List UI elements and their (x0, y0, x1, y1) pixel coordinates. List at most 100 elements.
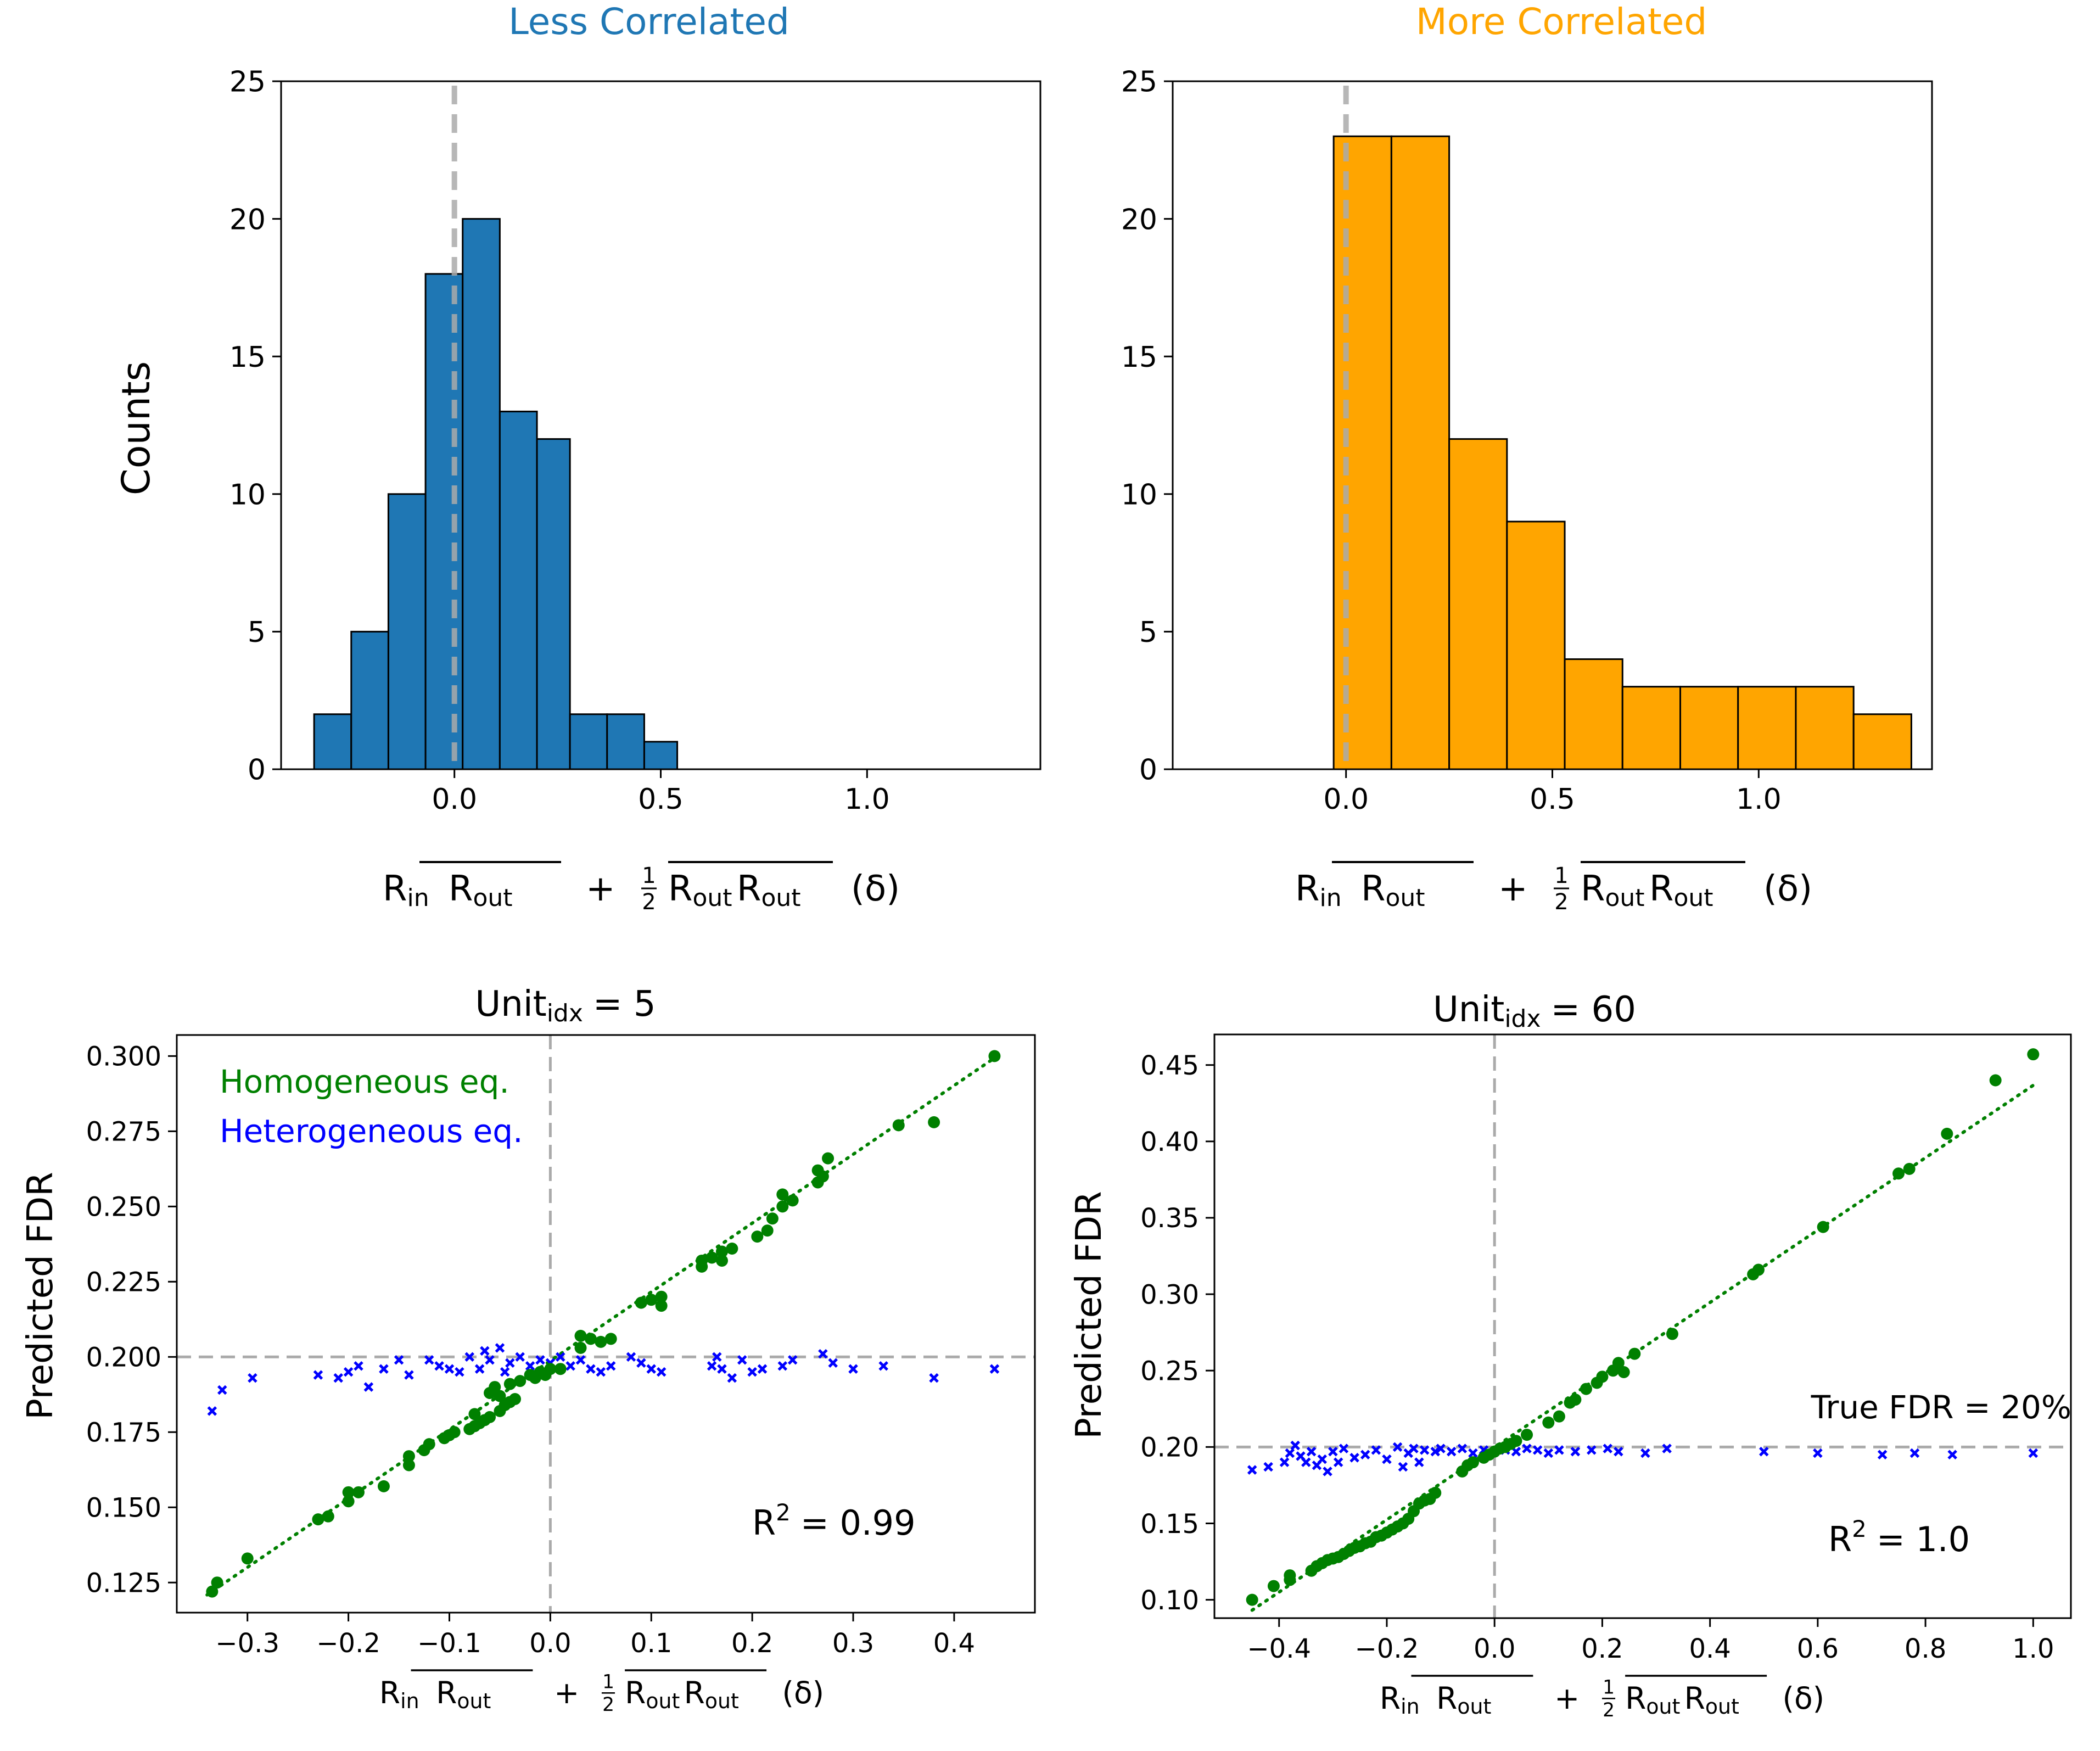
heterogeneous-point (818, 1349, 828, 1359)
homogeneous-point (503, 1378, 516, 1390)
homogeneous-point (1628, 1347, 1641, 1360)
heterogeneous-point (455, 1367, 464, 1377)
homogeneous-point (494, 1390, 506, 1402)
homogeneous-point (342, 1486, 355, 1498)
homogeneous-point (554, 1363, 567, 1375)
x-axis-label: Rin Rout + 1 2 Rout Rout (δ) (379, 1669, 824, 1716)
x-label-r-out-2: Rout (1625, 1681, 1680, 1719)
homogeneous-point (604, 1333, 617, 1345)
heterogeneous-point (1409, 1444, 1419, 1453)
homogeneous-point (402, 1459, 415, 1472)
heterogeneous-point (434, 1361, 444, 1371)
x-tick-label: 1.0 (1736, 783, 1782, 816)
y-tick-label: 0.250 (86, 1192, 161, 1223)
heterogeneous-point (217, 1385, 227, 1395)
x-tick-label: −0.4 (1247, 1633, 1311, 1664)
histogram-bar (499, 410, 538, 770)
x-tick-label: 1.0 (844, 783, 890, 816)
y-tick-label: 0.10 (1140, 1585, 1199, 1616)
homogeneous-point (1892, 1167, 1905, 1180)
x-tick-label: −0.2 (316, 1628, 380, 1659)
heterogeneous-point (474, 1364, 485, 1374)
x-tick-label: −0.1 (417, 1628, 481, 1659)
heterogeneous-point (777, 1361, 788, 1371)
histogram-bar (1679, 686, 1739, 770)
panel-title-unit-60: Unitidx = 60 (1433, 989, 1636, 1033)
y-tick-label: 25 (1121, 66, 1157, 99)
x-axis-label: Rin Rout + 1 2 Rout Rout (δ) (1295, 861, 1812, 915)
heterogeneous-point (379, 1364, 389, 1374)
axes-frame (176, 1034, 1036, 1614)
heterogeneous-point (1532, 1445, 1543, 1455)
y-tick-label: 0.40 (1140, 1127, 1199, 1157)
histogram-bar (606, 713, 645, 770)
homogeneous-point (529, 1372, 541, 1384)
heterogeneous-point (1947, 1450, 1957, 1460)
histogram-bar (1506, 521, 1566, 770)
homogeneous-point (1569, 1394, 1582, 1406)
x-label-plus: + (1498, 869, 1528, 909)
homogeneous-point (574, 1341, 587, 1354)
y-axis-label-predicted-fdr: Predicted FDR (1069, 1191, 1110, 1439)
x-label-r-out-2: Rout (1581, 869, 1645, 912)
heterogeneous-point (575, 1355, 586, 1365)
heterogeneous-point (1759, 1446, 1769, 1457)
heterogeneous-point (565, 1361, 575, 1371)
x-label-r-out: Rout (1436, 1681, 1491, 1719)
x-label-half-numerator: 1 (602, 1671, 614, 1693)
homogeneous-point (241, 1552, 254, 1565)
homogeneous-point (448, 1426, 461, 1439)
y-tick-label: 0 (248, 754, 266, 787)
heterogeneous-point (989, 1364, 1000, 1374)
homogeneous-point (1553, 1410, 1565, 1423)
y-tick-label: 5 (248, 616, 266, 649)
homogeneous-point (1612, 1357, 1625, 1369)
x-axis-label: Rin Rout + 1 2 Rout Rout (δ) (1380, 1675, 1824, 1721)
homogeneous-point (1510, 1435, 1522, 1447)
heterogeneous-point (248, 1373, 257, 1383)
homogeneous-point (1267, 1580, 1280, 1592)
homogeneous-point (761, 1224, 774, 1237)
homogeneous-point (751, 1230, 764, 1243)
scatter-unit-5: Unitidx = 5 Predicted FDR −0.3 −0.2 −0.1 0.0… (20, 984, 1036, 1716)
x-tick-label: 0.4 (1689, 1633, 1731, 1664)
homogeneous-point (1429, 1486, 1442, 1499)
homogeneous-point (655, 1300, 668, 1312)
x-tick-label: 0.8 (1905, 1633, 1946, 1664)
y-axis-label-counts: Counts (114, 361, 159, 495)
x-tick-label: 0.0 (529, 1628, 571, 1659)
heterogeneous-point (1263, 1462, 1273, 1472)
histogram-bar (643, 741, 679, 770)
heterogeneous-point (1813, 1448, 1823, 1458)
homogeneous-point (402, 1450, 415, 1463)
heterogeneous-point (1640, 1448, 1650, 1458)
x-label-r-out: Rout (436, 1675, 491, 1713)
heterogeneous-point (1662, 1444, 1672, 1453)
homogeneous-point (1903, 1162, 1916, 1175)
homogeneous-point (468, 1408, 481, 1420)
x-axis-label: Rin Rout + 1 2 Rout Rout (δ) (383, 861, 900, 915)
heterogeneous-point (878, 1361, 888, 1371)
heterogeneous-point (737, 1355, 747, 1365)
heterogeneous-point (1909, 1448, 1920, 1458)
y-tick-label: 15 (1121, 341, 1157, 374)
y-tick-label: 0.45 (1140, 1050, 1199, 1081)
homogeneous-point (786, 1194, 799, 1207)
homogeneous-point (539, 1369, 552, 1381)
y-tick-label: 10 (229, 479, 266, 512)
heterogeneous-point (363, 1382, 374, 1392)
x-label-r-in: Rin (379, 1675, 419, 1713)
homogeneous-point (1941, 1127, 1953, 1140)
true-fdr-annotation: True FDR = 20% (1811, 1389, 2071, 1426)
x-tick-label: 0.2 (1581, 1633, 1623, 1664)
x-label-r-out-3: Rout (1684, 1681, 1739, 1719)
homogeneous-point (988, 1050, 1001, 1062)
linear-fit-line (205, 1056, 996, 1597)
heterogeneous-point (505, 1358, 515, 1368)
homogeneous-point (1666, 1328, 1678, 1340)
heterogeneous-point (354, 1361, 363, 1371)
heterogeneous-point (1436, 1444, 1446, 1453)
histogram-bar (1448, 438, 1508, 770)
heterogeneous-point (1371, 1445, 1381, 1455)
